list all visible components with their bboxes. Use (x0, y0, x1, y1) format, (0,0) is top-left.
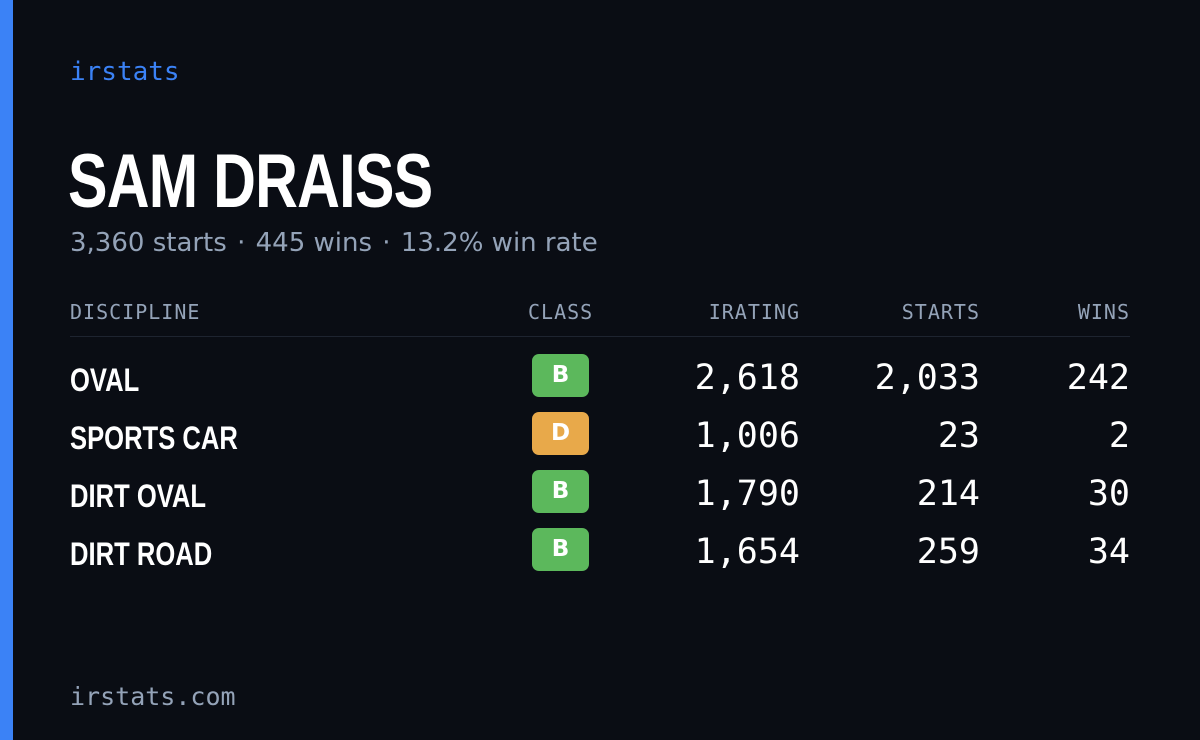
driver-name: SAM DRAISS (68, 139, 433, 224)
summary-wins: 445 wins (255, 228, 373, 258)
wins-value: 2 (1108, 416, 1130, 456)
summary-starts: 3,360 starts (70, 228, 227, 258)
table-row: SPORTS CAR D 1,006 23 2 (70, 412, 1130, 462)
brand-logo-text[interactable]: irstats (70, 57, 180, 87)
starts-value: 259 (916, 532, 980, 572)
class-badge: D (532, 412, 589, 455)
header-wins: WINS (1077, 300, 1130, 324)
class-badge: B (532, 354, 589, 397)
irating-value: 2,618 (694, 358, 800, 398)
footer-url[interactable]: irstats.com (70, 682, 236, 711)
summary-separator: · (237, 228, 246, 258)
header-discipline: DISCIPLINE (70, 300, 201, 324)
accent-bar (0, 0, 13, 740)
class-badge: B (532, 470, 589, 513)
table-row: DIRT OVAL B 1,790 214 30 (70, 470, 1130, 520)
header-irating: IRATING (708, 300, 800, 324)
starts-value: 2,033 (874, 358, 980, 398)
wins-value: 34 (1087, 532, 1130, 572)
irating-value: 1,006 (694, 416, 800, 456)
discipline-name: SPORTS CAR (70, 420, 238, 456)
discipline-name: OVAL (70, 362, 140, 398)
table-header: DISCIPLINE CLASS IRATING STARTS WINS (70, 300, 1130, 337)
summary-separator: · (382, 228, 391, 258)
wins-value: 242 (1066, 358, 1130, 398)
discipline-name: DIRT OVAL (70, 478, 207, 514)
starts-value: 214 (916, 474, 980, 514)
discipline-name: DIRT ROAD (70, 536, 213, 572)
driver-summary: 3,360 starts · 445 wins · 13.2% win rate (70, 228, 598, 258)
class-badge: B (532, 528, 589, 571)
table-row: DIRT ROAD B 1,654 259 34 (70, 528, 1130, 578)
wins-value: 30 (1087, 474, 1130, 514)
irating-value: 1,790 (694, 474, 800, 514)
summary-win-rate: 13.2% win rate (400, 228, 598, 258)
irating-value: 1,654 (694, 532, 800, 572)
table-row: OVAL B 2,618 2,033 242 (70, 354, 1130, 404)
header-class: CLASS (528, 300, 594, 324)
starts-value: 23 (937, 416, 980, 456)
header-starts: STARTS (901, 300, 980, 324)
